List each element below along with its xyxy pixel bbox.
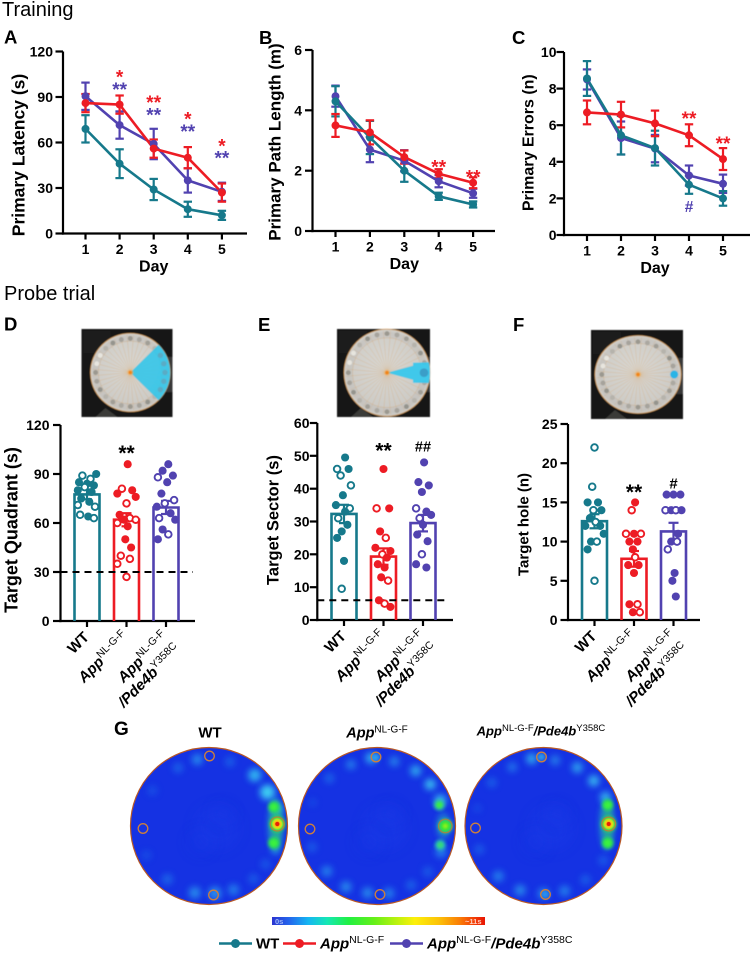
svg-text:**: ** [431, 157, 446, 178]
svg-text:120: 120 [30, 44, 54, 60]
svg-text:**: ** [180, 122, 195, 143]
svg-text:1: 1 [583, 243, 591, 259]
svg-text:*: * [116, 68, 124, 89]
svg-text:10: 10 [541, 44, 557, 60]
svg-text:#: # [669, 476, 678, 493]
svg-text:F: F [513, 314, 524, 335]
svg-text:60: 60 [34, 515, 50, 531]
svg-text:Day: Day [640, 260, 669, 277]
svg-text:##: ## [415, 440, 431, 456]
svg-text:B: B [259, 27, 272, 48]
svg-text:90: 90 [37, 89, 53, 105]
svg-text:20: 20 [294, 546, 310, 562]
svg-text:2: 2 [366, 239, 374, 255]
svg-text:4: 4 [549, 154, 557, 170]
svg-text:AppNL-G-F/Pde4bY358C: AppNL-G-F/Pde4bY358C [476, 723, 606, 739]
svg-text:Target Sector (s): Target Sector (s) [265, 455, 283, 585]
svg-text:6: 6 [294, 42, 302, 58]
svg-text:A: A [4, 27, 17, 48]
svg-text:10: 10 [542, 534, 558, 550]
svg-text:2: 2 [116, 241, 124, 257]
svg-text:5: 5 [218, 241, 226, 257]
svg-text:50: 50 [294, 448, 310, 464]
svg-text:0: 0 [42, 613, 50, 629]
svg-text:5: 5 [469, 239, 477, 255]
svg-text:G: G [114, 719, 129, 740]
svg-text:5: 5 [719, 243, 727, 259]
svg-text:10: 10 [294, 579, 310, 595]
svg-text:15: 15 [542, 494, 558, 510]
svg-text:3: 3 [150, 241, 158, 257]
svg-text:WT: WT [321, 628, 350, 657]
svg-text:**: ** [146, 93, 161, 114]
svg-text:#: # [685, 199, 694, 216]
svg-text:4: 4 [294, 102, 302, 118]
svg-text:**: ** [375, 440, 392, 463]
svg-text:AppNL-G-F: AppNL-G-F [345, 725, 408, 742]
svg-text:0: 0 [294, 223, 302, 239]
svg-text:**: ** [215, 149, 230, 170]
svg-text:5: 5 [550, 573, 558, 589]
svg-text:Target Quadrant (s): Target Quadrant (s) [2, 447, 22, 613]
svg-text:0: 0 [45, 226, 53, 242]
svg-text:1: 1 [332, 239, 340, 255]
svg-text:**: ** [466, 168, 481, 189]
svg-text:E: E [258, 314, 270, 335]
svg-text:4: 4 [184, 241, 192, 257]
svg-text:**: ** [146, 106, 161, 127]
svg-text:WT: WT [64, 629, 93, 658]
svg-text:**: ** [118, 442, 135, 465]
svg-text:4: 4 [685, 243, 693, 259]
svg-text:Day: Day [139, 259, 168, 276]
svg-text:AppNL-G-F: AppNL-G-F [319, 934, 384, 953]
svg-text:60: 60 [37, 135, 53, 151]
svg-text:2: 2 [617, 243, 625, 259]
svg-text:6: 6 [549, 117, 557, 133]
svg-text:WT: WT [256, 936, 279, 953]
svg-text:C: C [512, 27, 525, 48]
svg-text:0: 0 [549, 227, 557, 243]
svg-text:25: 25 [542, 416, 558, 432]
svg-text:3: 3 [651, 243, 659, 259]
svg-text:2: 2 [549, 190, 557, 206]
svg-text:Primary Latency (s): Primary Latency (s) [9, 74, 29, 236]
svg-text:*: * [218, 137, 226, 158]
svg-text:**: ** [626, 481, 643, 504]
svg-text:WT: WT [572, 628, 601, 657]
svg-text:~11s: ~11s [465, 917, 481, 926]
svg-text:**: ** [716, 134, 731, 155]
svg-text:0: 0 [302, 612, 310, 628]
svg-text:Probe trial: Probe trial [4, 283, 95, 305]
svg-text:30: 30 [37, 180, 53, 196]
svg-text:Primary Path Length (m): Primary Path Length (m) [266, 43, 285, 240]
svg-text:AppNL-G-F/Pde4bY358C: AppNL-G-F/Pde4bY358C [426, 934, 573, 953]
svg-text:1: 1 [82, 241, 90, 257]
svg-text:**: ** [682, 109, 697, 130]
svg-text:20: 20 [542, 455, 558, 471]
svg-text:0: 0 [550, 612, 558, 628]
svg-text:30: 30 [294, 514, 310, 530]
svg-text:0s: 0s [275, 917, 283, 926]
svg-text:D: D [4, 314, 17, 335]
svg-text:*: * [184, 110, 192, 131]
svg-text:**: ** [112, 80, 127, 101]
svg-text:120: 120 [26, 417, 50, 433]
svg-text:Primary Errors (n): Primary Errors (n) [521, 74, 538, 211]
svg-text:Day: Day [390, 256, 419, 273]
svg-text:90: 90 [34, 466, 50, 482]
svg-text:WT: WT [198, 725, 221, 742]
svg-text:Target hole (n): Target hole (n) [516, 473, 533, 576]
svg-text:4: 4 [435, 239, 443, 255]
svg-text:30: 30 [34, 564, 50, 580]
svg-text:40: 40 [294, 481, 310, 497]
svg-text:2: 2 [294, 163, 302, 179]
svg-text:Training: Training [2, 0, 74, 21]
svg-text:8: 8 [549, 81, 557, 97]
svg-text:60: 60 [294, 415, 310, 431]
svg-text:3: 3 [400, 239, 408, 255]
